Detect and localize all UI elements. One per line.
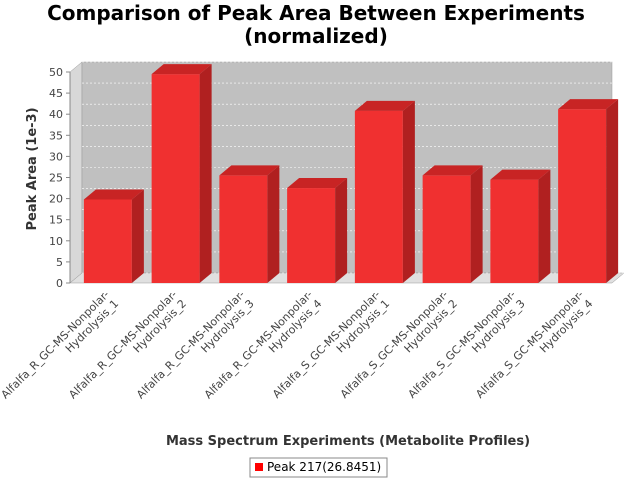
bar bbox=[490, 169, 551, 283]
bar-side bbox=[199, 64, 212, 283]
bar-front bbox=[83, 199, 132, 283]
legend-label: Peak 217(26.8451) bbox=[267, 460, 381, 474]
bar-side bbox=[402, 100, 415, 283]
bar-front bbox=[490, 179, 539, 283]
plot-side-wall bbox=[69, 61, 83, 284]
bar-front bbox=[558, 109, 607, 283]
bar bbox=[422, 165, 483, 283]
legend-swatch bbox=[255, 463, 263, 471]
bar-front bbox=[354, 110, 403, 283]
x-axis-label: Mass Spectrum Experiments (Metabolite Pr… bbox=[166, 434, 530, 449]
y-tick-label: 50 bbox=[49, 66, 63, 79]
bar bbox=[354, 100, 415, 283]
bar-top bbox=[422, 165, 483, 176]
y-tick-label: 25 bbox=[49, 172, 63, 185]
bar-front bbox=[422, 175, 471, 283]
y-tick-label: 35 bbox=[49, 129, 63, 142]
y-tick-label: 30 bbox=[49, 150, 63, 163]
bar bbox=[287, 178, 348, 283]
chart-title-line-2: (normalized) bbox=[244, 24, 388, 48]
bar-side bbox=[470, 165, 483, 283]
y-axis: 0 5 10 15 20 25 30 35 40 45 50 bbox=[49, 66, 71, 290]
bar-side bbox=[335, 178, 348, 283]
bar-top bbox=[219, 165, 280, 176]
bars bbox=[83, 64, 619, 283]
bar-front bbox=[151, 74, 200, 283]
y-tick-label: 40 bbox=[49, 108, 63, 121]
x-tick-label: Alfalfa_R_GC-MS-Nonpolar-Hydrolysis_1 bbox=[0, 288, 121, 411]
y-tick-label: 15 bbox=[49, 214, 63, 227]
bar-top bbox=[490, 169, 551, 180]
chart-title-line-1: Comparison of Peak Area Between Experime… bbox=[47, 1, 585, 25]
legend-box bbox=[249, 457, 388, 478]
y-tick-label: 5 bbox=[56, 256, 63, 269]
bar-top bbox=[354, 100, 415, 111]
bar bbox=[219, 165, 280, 283]
y-axis-label: Peak Area (1e-3) bbox=[25, 107, 40, 230]
bar-front bbox=[219, 175, 268, 283]
legend: Peak 217(26.8451) bbox=[249, 457, 388, 478]
bar-side bbox=[267, 165, 280, 283]
y-tick-label: 0 bbox=[56, 277, 63, 290]
bar bbox=[558, 99, 619, 283]
bar-top bbox=[151, 64, 212, 75]
y-tick-label: 20 bbox=[49, 193, 63, 206]
y-tick-label: 10 bbox=[49, 235, 63, 248]
x-tick-labels: Alfalfa_R_GC-MS-Nonpolar-Hydrolysis_1Alf… bbox=[0, 288, 595, 411]
bar-front bbox=[287, 188, 336, 283]
bar-top bbox=[558, 99, 619, 110]
bar-side bbox=[538, 169, 551, 283]
bar-side bbox=[131, 189, 144, 283]
bar-top bbox=[83, 189, 144, 200]
bar bbox=[151, 64, 212, 283]
y-tick-label: 45 bbox=[49, 87, 63, 100]
bar-top bbox=[287, 178, 348, 189]
bar bbox=[83, 189, 144, 283]
bar-side bbox=[606, 99, 619, 283]
